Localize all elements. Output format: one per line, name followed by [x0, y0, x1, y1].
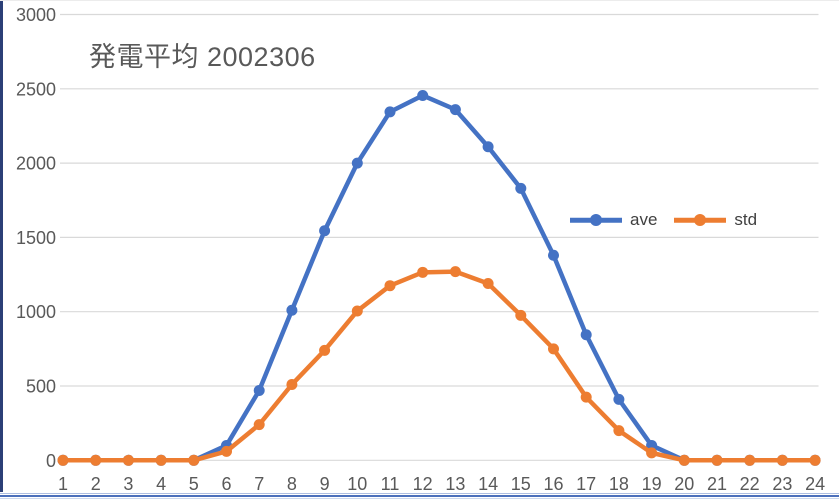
marker-ave-7[interactable]	[253, 384, 265, 396]
marker-ave-11[interactable]	[384, 106, 396, 118]
y-tick-label-500: 500	[26, 377, 56, 397]
marker-std-15[interactable]	[515, 309, 527, 321]
marker-ave-17[interactable]	[580, 329, 592, 341]
x-tick-label-24: 24	[805, 474, 825, 494]
y-tick-label-1500: 1500	[16, 228, 56, 248]
marker-std-12[interactable]	[417, 266, 429, 278]
marker-std-17[interactable]	[580, 391, 592, 403]
series-line-std[interactable]	[60, 269, 818, 463]
x-tick-label-23: 23	[772, 474, 792, 494]
y-tick-label-3000: 3000	[16, 5, 56, 25]
window-left-border	[0, 1, 3, 499]
marker-std-22[interactable]	[744, 454, 756, 466]
x-tick-label-12: 12	[413, 474, 433, 494]
marker-std-19[interactable]	[646, 447, 658, 459]
x-tick-label-14: 14	[478, 474, 498, 494]
series-line-ave[interactable]	[60, 93, 818, 463]
x-tick-label-15: 15	[511, 474, 531, 494]
x-tick-label-16: 16	[543, 474, 563, 494]
marker-ave-10[interactable]	[351, 157, 363, 169]
marker-std-14[interactable]	[482, 277, 494, 289]
legend: ave std	[570, 210, 757, 230]
marker-ave-8[interactable]	[286, 304, 298, 316]
y-tick-label-0: 0	[46, 451, 56, 471]
marker-std-24[interactable]	[809, 454, 821, 466]
y-tick-label-2000: 2000	[16, 154, 56, 174]
legend-item-std[interactable]: std	[674, 210, 757, 230]
marker-ave-18[interactable]	[613, 393, 625, 405]
window-bottom-border	[0, 492, 839, 499]
marker-std-2[interactable]	[90, 454, 102, 466]
marker-ave-16[interactable]	[548, 249, 559, 261]
marker-std-1[interactable]	[57, 454, 69, 466]
marker-std-18[interactable]	[613, 425, 625, 437]
x-tick-label-19: 19	[642, 474, 662, 494]
x-tick-label-6: 6	[221, 474, 231, 494]
std-line-marker-icon	[674, 214, 727, 226]
y-tick-label-1000: 1000	[16, 302, 56, 322]
marker-std-16[interactable]	[548, 343, 559, 355]
marker-std-8[interactable]	[286, 379, 298, 391]
legend-label-std: std	[734, 210, 758, 229]
marker-ave-14[interactable]	[482, 141, 494, 153]
x-tick-label-7: 7	[254, 474, 264, 494]
ave-line-marker-icon	[570, 214, 622, 226]
marker-std-13[interactable]	[449, 266, 461, 278]
marker-std-23[interactable]	[776, 454, 788, 466]
marker-std-5[interactable]	[188, 454, 200, 466]
x-tick-label-10: 10	[347, 474, 367, 494]
marker-std-20[interactable]	[678, 454, 690, 466]
marker-std-4[interactable]	[155, 454, 167, 466]
marker-ave-15[interactable]	[515, 182, 527, 194]
legend-label-ave: ave	[630, 210, 658, 229]
x-tick-label-22: 22	[740, 474, 760, 494]
legend-item-ave[interactable]: ave	[570, 210, 657, 230]
x-tick-label-1: 1	[58, 474, 68, 494]
x-tick-label-20: 20	[674, 474, 694, 494]
chart-title[interactable]: 発電平均 2002306	[89, 42, 316, 72]
y-tick-label-2500: 2500	[16, 79, 56, 99]
x-tick-label-9: 9	[320, 474, 330, 494]
x-tick-label-11: 11	[381, 474, 400, 494]
marker-std-6[interactable]	[221, 445, 232, 457]
x-tick-label-21: 21	[707, 474, 727, 494]
marker-std-9[interactable]	[319, 344, 331, 356]
x-tick-label-4: 4	[156, 474, 166, 494]
marker-std-7[interactable]	[253, 419, 265, 431]
x-tick-label-5: 5	[189, 474, 199, 494]
marker-ave-12[interactable]	[417, 89, 429, 101]
x-tick-label-17: 17	[576, 474, 596, 494]
x-tick-label-2: 2	[91, 474, 101, 494]
marker-ave-9[interactable]	[319, 225, 331, 237]
x-tick-label-13: 13	[445, 474, 465, 494]
x-tick-label-18: 18	[609, 474, 629, 494]
marker-std-21[interactable]	[711, 454, 723, 466]
marker-std-11[interactable]	[384, 280, 396, 292]
x-tick-label-8: 8	[287, 474, 297, 494]
marker-std-10[interactable]	[351, 305, 363, 317]
marker-ave-13[interactable]	[449, 104, 461, 116]
marker-std-3[interactable]	[122, 454, 134, 466]
x-tick-label-3: 3	[123, 474, 133, 494]
